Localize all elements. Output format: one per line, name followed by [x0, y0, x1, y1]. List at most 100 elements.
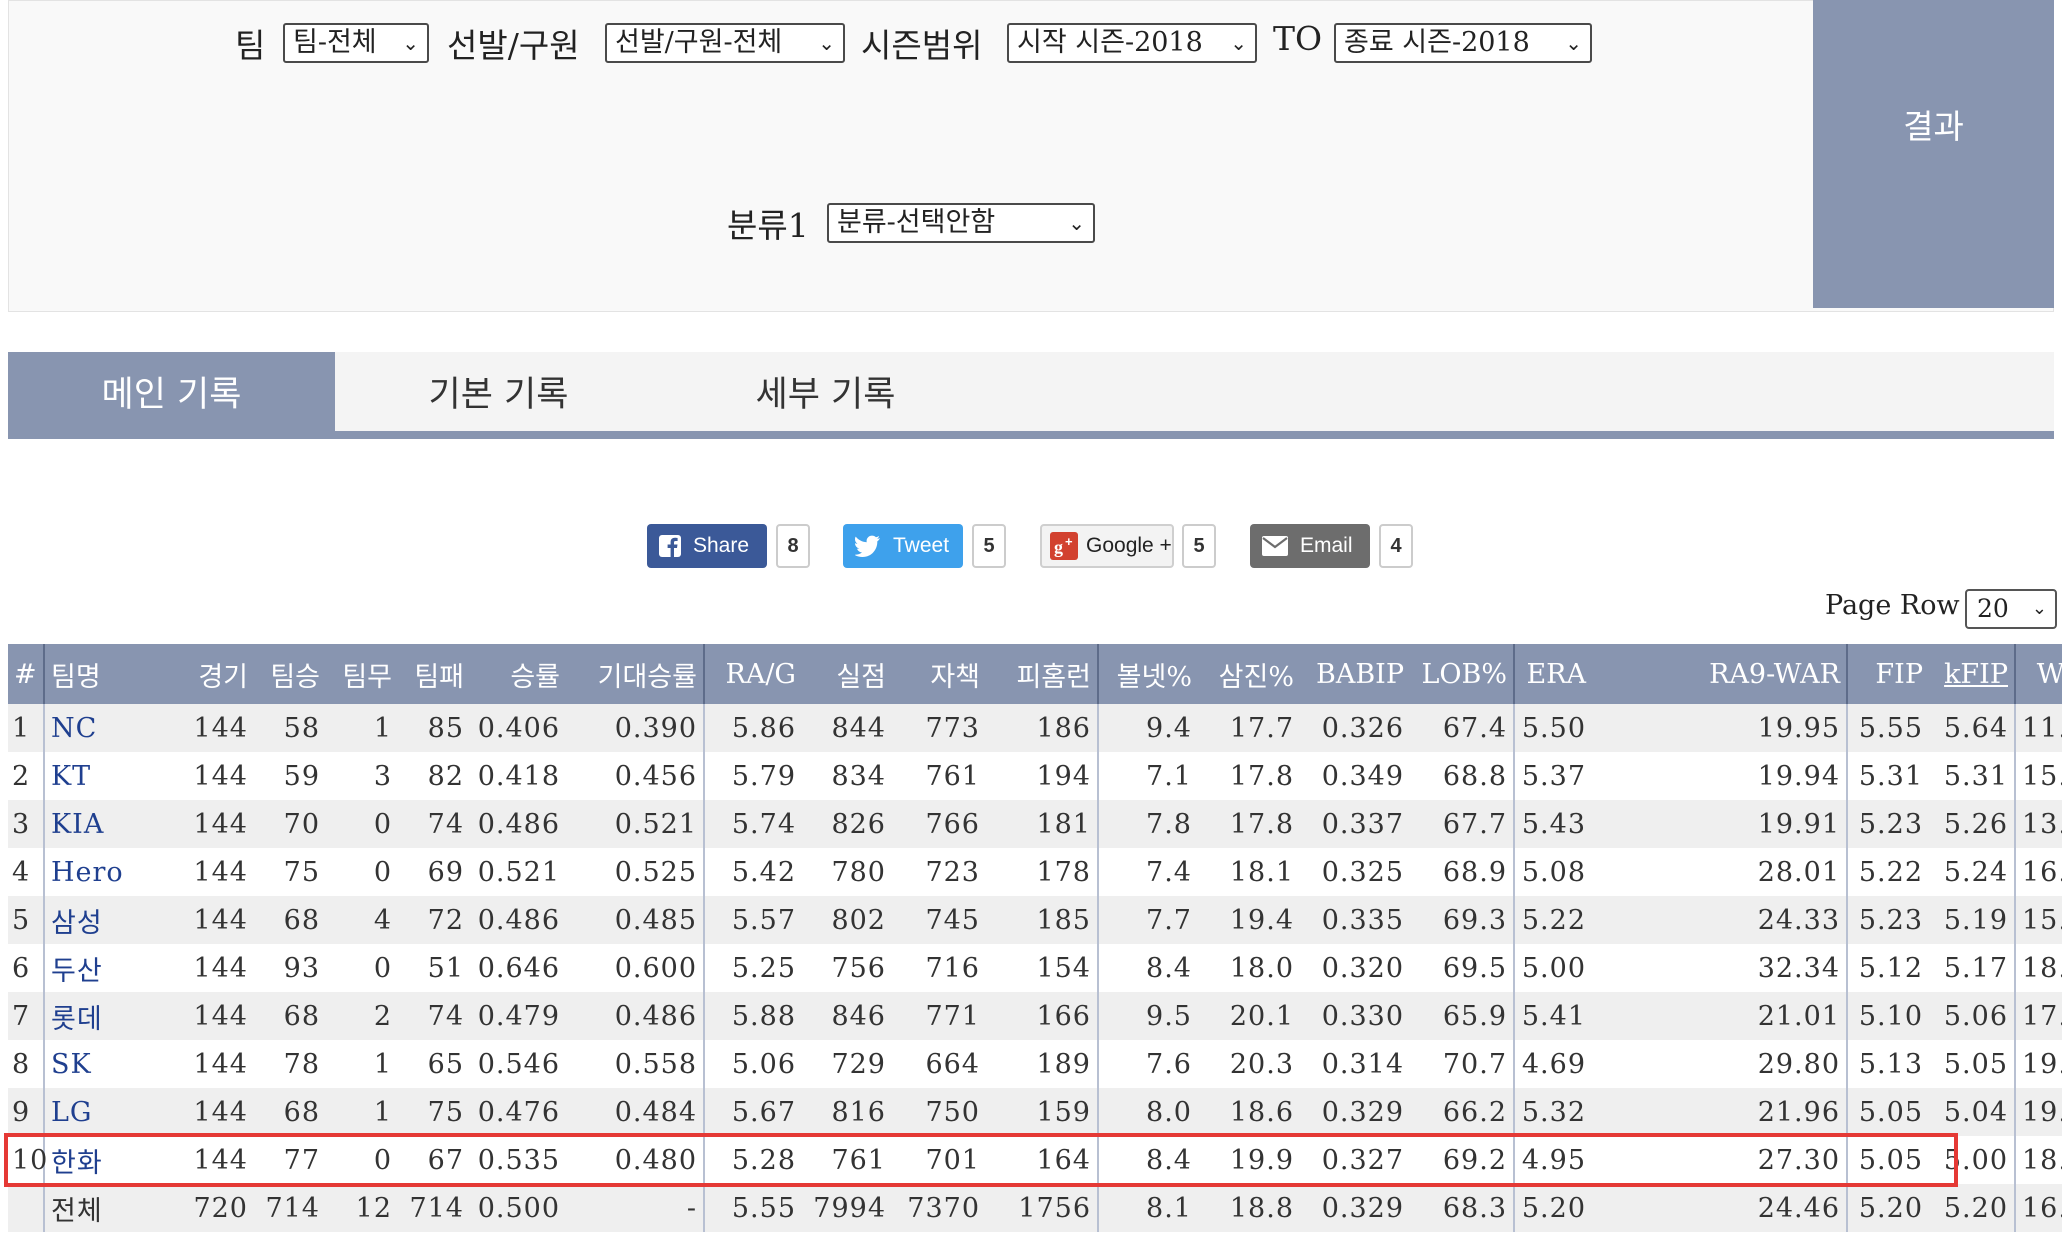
column-header[interactable]: WAR [2014, 644, 2062, 704]
chevron-down-icon: ⌄ [818, 31, 835, 55]
stat-cell: 5.37 [1513, 752, 1592, 800]
column-header[interactable]: LOB% [1410, 644, 1514, 704]
email-button[interactable]: Email [1250, 524, 1370, 568]
season-start-select[interactable]: 시작 시즌-2018 ⌄ [1007, 23, 1257, 63]
chevron-down-icon: ⌄ [1565, 31, 1582, 55]
season-end-select[interactable]: 종료 시즌-2018 ⌄ [1334, 23, 1592, 63]
stat-cell: - [566, 1184, 704, 1232]
stat-cell: 19.4 [1198, 896, 1300, 944]
stat-cell: 0.500 [470, 1184, 566, 1232]
stat-cell: 0.476 [470, 1088, 566, 1136]
stat-cell: 18.0 [1198, 944, 1300, 992]
column-header[interactable]: 피홈런 [986, 644, 1098, 704]
column-header[interactable]: 볼넷% [1097, 644, 1198, 704]
stat-cell: 0.330 [1300, 992, 1410, 1040]
team-name-link[interactable]: KT [43, 752, 172, 800]
starter-select[interactable]: 선발/구원-전체 ⌄ [605, 23, 845, 63]
column-header[interactable]: 승률 [470, 644, 566, 704]
column-header[interactable]: 기대승률 [566, 644, 704, 704]
stat-cell: 11.33 [2014, 704, 2062, 752]
tab-basic-records[interactable]: 기본 기록 [428, 375, 569, 415]
team-name-link[interactable]: NC [43, 704, 172, 752]
stat-cell: 144 [172, 1040, 254, 1088]
page-row-select[interactable]: 20 ⌄ [1965, 589, 2057, 629]
team-name-link[interactable]: 롯데 [43, 992, 172, 1040]
stat-cell: 0.646 [470, 944, 566, 992]
stat-cell: 756 [802, 944, 892, 992]
team-name-link[interactable]: SK [43, 1040, 172, 1088]
stat-cell: 0.329 [1300, 1088, 1410, 1136]
column-header[interactable]: 팀승 [254, 644, 326, 704]
stat-cell: 144 [172, 896, 254, 944]
column-header[interactable]: 실점 [802, 644, 892, 704]
team-name-link[interactable]: LG [43, 1088, 172, 1136]
stat-cell: 5.28 [703, 1136, 802, 1184]
team-name-link[interactable]: KIA [43, 800, 172, 848]
column-header[interactable]: 팀명 [43, 644, 172, 704]
stat-cell: 5.26 [1929, 800, 2015, 848]
table-header-row: # 팀명 경기 팀승 팀무 팀패 승률 기대승률 RA/G 실점 자책 피홈런 볼넷% 삼진% BABIP L… [8, 644, 2062, 704]
column-header[interactable]: # [8, 644, 44, 704]
tab-detail-records[interactable]: 세부 기록 [755, 375, 896, 415]
column-header[interactable]: 팀패 [398, 644, 470, 704]
column-header[interactable]: 삼진% [1198, 644, 1300, 704]
column-header[interactable]: 자책 [892, 644, 986, 704]
facebook-share-button[interactable]: Share [647, 524, 767, 568]
stat-cell: 1 [326, 704, 398, 752]
column-header[interactable]: BABIP [1300, 644, 1410, 704]
column-header[interactable]: kFIP [1929, 644, 2015, 704]
stat-cell: 8.0 [1097, 1088, 1198, 1136]
team-pitching-stats-table: # 팀명 경기 팀승 팀무 팀패 승률 기대승률 RA/G 실점 자책 피홈런 볼넷% 삼진% BABIP L… [8, 644, 2062, 1232]
stat-cell: 0.418 [470, 752, 566, 800]
stat-cell: 15.21 [2014, 752, 2062, 800]
tab-main-records[interactable]: 메인 기록 [8, 352, 335, 431]
team-name-link[interactable]: 삼성 [43, 896, 172, 944]
category-select[interactable]: 분류-선택안함 ⌄ [827, 203, 1095, 243]
stat-cell: 68.3 [1410, 1184, 1514, 1232]
stat-cell: 19.95 [1592, 704, 1847, 752]
stat-cell: 18.1 [1198, 848, 1300, 896]
team-select[interactable]: 팀-전체 ⌄ [283, 23, 429, 63]
stat-cell: 5.42 [703, 848, 802, 896]
stat-cell: 185 [986, 896, 1098, 944]
stat-cell: 5.06 [1929, 992, 2015, 1040]
stat-cell: 144 [172, 752, 254, 800]
stat-cell: 7370 [892, 1184, 986, 1232]
team-name-link[interactable]: 한화 [43, 1136, 172, 1184]
tweet-button[interactable]: Tweet [843, 524, 963, 568]
stat-cell: 4.69 [1513, 1040, 1592, 1088]
google-plus-label: Google + [1086, 534, 1172, 557]
stat-cell: 844 [802, 704, 892, 752]
stat-cell: 8.4 [1097, 944, 1198, 992]
stat-cell: 0.479 [470, 992, 566, 1040]
stat-cell: 0.558 [566, 1040, 704, 1088]
rank-cell: 4 [8, 848, 44, 896]
stat-cell: 5.79 [703, 752, 802, 800]
envelope-icon [1262, 536, 1288, 556]
column-header[interactable]: RA/G [703, 644, 802, 704]
stat-cell: 154 [986, 944, 1098, 992]
stat-cell: 17.7 [1198, 704, 1300, 752]
rank-cell: 10 [8, 1136, 47, 1184]
stat-cell: 70.7 [1410, 1040, 1514, 1088]
stat-cell: 5.22 [1513, 896, 1592, 944]
stat-cell: 5.88 [703, 992, 802, 1040]
stat-cell: 13.90 [2014, 800, 2062, 848]
column-header[interactable]: ERA [1513, 644, 1592, 704]
google-plus-count: 5 [1182, 524, 1216, 568]
stat-cell: 7994 [802, 1184, 892, 1232]
team-name-link[interactable]: 두산 [43, 944, 172, 992]
stat-cell: 67 [398, 1136, 470, 1184]
stat-cell: 5.04 [1929, 1088, 2015, 1136]
column-header[interactable]: 팀무 [326, 644, 398, 704]
column-header[interactable]: RA9-WAR [1592, 644, 1847, 704]
table-row: 5 삼성 144 68 4 72 0.486 0.485 5.57 802 745 185 7.7 19.… [8, 896, 2062, 944]
stat-cell: 2 [326, 992, 398, 1040]
stat-cell: 5.13 [1846, 1040, 1929, 1088]
result-button[interactable]: 결과 [1813, 0, 2054, 308]
team-name-link[interactable]: Hero [43, 848, 172, 896]
column-header[interactable]: 경기 [172, 644, 254, 704]
column-header[interactable]: FIP [1846, 644, 1929, 704]
stat-cell: 21.96 [1592, 1088, 1847, 1136]
google-plus-button[interactable]: g + Google + [1040, 524, 1174, 568]
